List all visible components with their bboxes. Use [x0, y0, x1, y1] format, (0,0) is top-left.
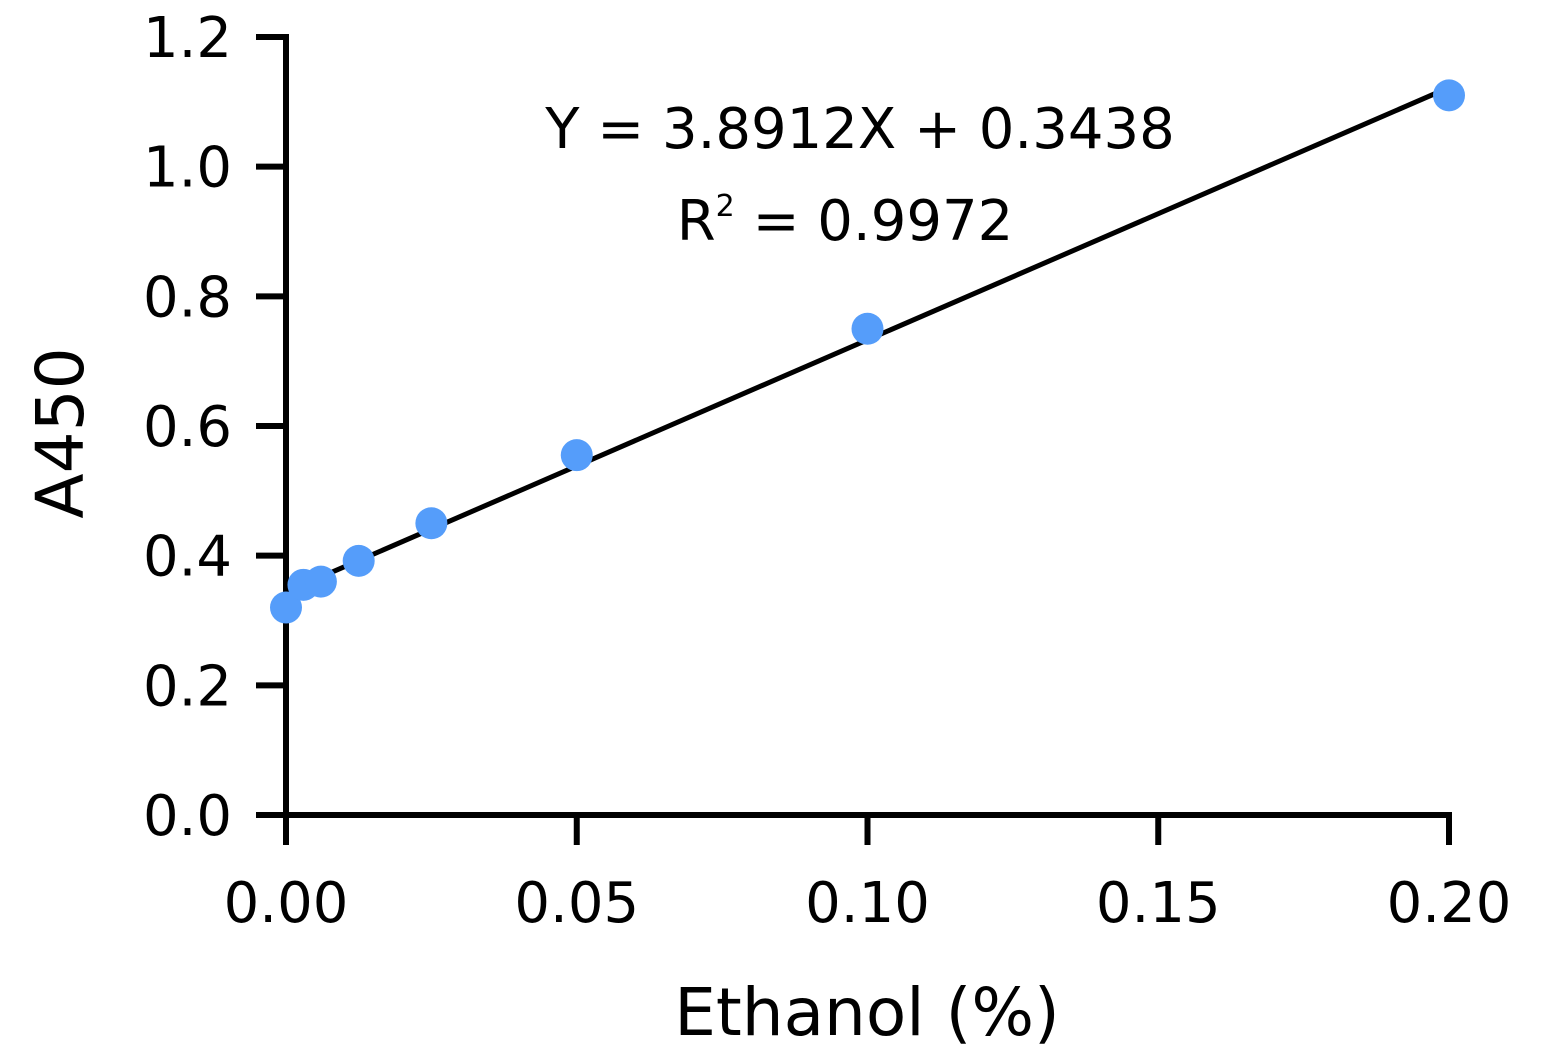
y-axis-title: A450 — [22, 347, 99, 518]
data-point — [851, 312, 884, 345]
y-tick-label: 0.8 — [143, 265, 232, 330]
x-tick-label: 0.00 — [224, 871, 349, 936]
data-points-layer — [270, 79, 1465, 624]
data-point — [1433, 79, 1465, 112]
ticks-layer: 0.00 0.05 0.10 0.15 0.20 0.0 0.2 0.4 0.6 0.8 1.0 1.… — [143, 6, 1511, 936]
r-squared-base: R — [677, 189, 716, 254]
y-tick-label: 0.2 — [143, 654, 232, 719]
x-tick-label: 0.15 — [1096, 871, 1221, 936]
data-point — [270, 591, 302, 624]
data-point — [342, 544, 375, 577]
data-point — [560, 439, 593, 472]
data-point — [304, 565, 337, 598]
x-axis-title: Ethanol (%) — [674, 974, 1060, 1051]
x-tick-label: 0.20 — [1387, 871, 1512, 936]
y-tick-label: 1.0 — [143, 136, 232, 201]
y-tick-label: 0.4 — [143, 525, 232, 590]
r-squared-label: R2 = 0.9972 — [677, 189, 1013, 254]
y-tick-label: 0.0 — [143, 784, 232, 849]
y-tick-label: 1.2 — [143, 6, 232, 71]
x-tick-label: 0.10 — [805, 871, 930, 936]
fit-equation-label: Y = 3.8912X + 0.3438 — [544, 97, 1175, 162]
y-tick-label: 0.6 — [143, 395, 232, 460]
r-squared-superscript: 2 — [716, 189, 735, 224]
x-tick-label: 0.05 — [514, 871, 639, 936]
r-squared-value: = 0.9972 — [735, 189, 1013, 254]
data-point — [415, 507, 448, 540]
